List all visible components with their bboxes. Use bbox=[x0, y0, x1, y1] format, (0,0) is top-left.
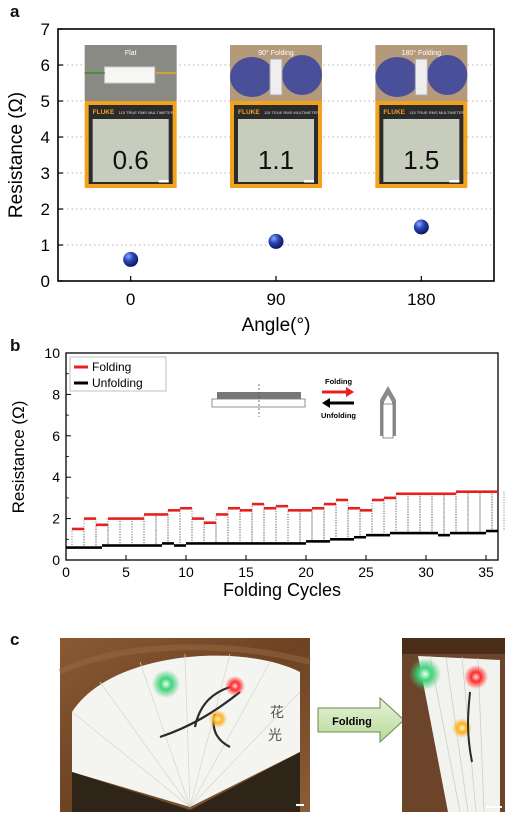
glove-right bbox=[427, 55, 468, 95]
chart-b-ylabel: Resistance (Ω) bbox=[9, 401, 28, 514]
chart-a-ytick-label: 6 bbox=[41, 56, 50, 75]
panel-c-letter: c bbox=[10, 630, 20, 649]
chart-b-ytick-label: 10 bbox=[44, 345, 60, 361]
scale-bar bbox=[304, 180, 314, 183]
schematic-flat-substrate bbox=[211, 398, 306, 408]
legend-folding-label: Folding bbox=[92, 360, 131, 374]
schematic-flat-strip bbox=[217, 392, 301, 399]
panel-b-letter: b bbox=[10, 336, 21, 355]
meter-brand: FLUKE bbox=[383, 109, 405, 116]
chart-b-xlabel: Folding Cycles bbox=[223, 580, 341, 600]
chart-b-ytick-label: 0 bbox=[52, 552, 60, 568]
chart-b-ytick-label: 6 bbox=[52, 428, 60, 444]
panel-a-letter: a bbox=[10, 2, 20, 21]
yellow-led bbox=[209, 710, 227, 728]
inset-caption: Flat bbox=[125, 50, 137, 57]
inset-photo-0: Flat FLUKE 115 TRUE RMS MULTIMETER 0.6 bbox=[84, 45, 177, 188]
chart-b-xtick-label: 0 bbox=[62, 564, 70, 580]
chart-b-xtick-label: 5 bbox=[122, 564, 130, 580]
chart-a-xtick-label: 90 bbox=[267, 290, 286, 309]
schematic-folded-substrate bbox=[382, 403, 394, 439]
lcd bbox=[383, 119, 460, 182]
chart-b-ytick-label: 8 bbox=[52, 386, 60, 402]
fan-paper bbox=[72, 655, 300, 807]
chart-a-ytick-label: 4 bbox=[41, 128, 50, 147]
folding-arrow-label: Folding bbox=[332, 716, 372, 728]
chart-a-xlabel: Angle(°) bbox=[242, 315, 311, 336]
lcd bbox=[92, 119, 169, 182]
chart-a-ytick-label: 1 bbox=[41, 236, 50, 255]
schematic-black-arrowhead bbox=[322, 398, 330, 408]
green-led bbox=[152, 670, 180, 698]
chart-b-xtick-label: 25 bbox=[358, 564, 374, 580]
schematic-folding-text: Folding bbox=[325, 377, 352, 386]
legend-unfolding-label: Unfolding bbox=[92, 376, 143, 390]
chart-a-xtick-label: 0 bbox=[126, 290, 135, 309]
chart-b-xtick-label: 35 bbox=[478, 564, 494, 580]
folded-sample bbox=[414, 58, 428, 96]
inset-caption: 90° Folding bbox=[258, 49, 294, 57]
folding-arrow: Folding bbox=[317, 696, 405, 744]
meter-model: 115 TRUE RMS MULTIMETER bbox=[119, 110, 174, 115]
inset-photo-1: 90° Folding FLUKE 115 TRUE RMS MULTIMETER 1… bbox=[230, 45, 322, 188]
chart-b-xtick-label: 10 bbox=[178, 564, 194, 580]
meter-model: 115 TRUE RMS MULTIMETER bbox=[409, 110, 464, 115]
folded-fan-photo bbox=[402, 638, 505, 813]
chart-a-ytick-label: 7 bbox=[41, 20, 50, 39]
scale-bar bbox=[158, 180, 169, 183]
chart-b-ytick-label: 2 bbox=[52, 511, 60, 527]
lcd-reading: 1.1 bbox=[258, 145, 294, 175]
glove-right bbox=[282, 55, 322, 95]
chart-b-xtick-label: 20 bbox=[298, 564, 314, 580]
folding-schematic: Folding Unfolding bbox=[211, 377, 396, 439]
folded-green-led bbox=[409, 658, 441, 690]
schematic-unfolding-text: Unfolding bbox=[321, 411, 356, 420]
chart-b-ytick-label: 4 bbox=[52, 469, 60, 485]
glove-left bbox=[375, 57, 420, 97]
chart-a-point bbox=[268, 233, 284, 249]
chart-a-point bbox=[123, 251, 139, 267]
glove-left bbox=[230, 57, 274, 97]
red-led bbox=[225, 676, 245, 696]
chart-a-ytick-label: 5 bbox=[41, 92, 50, 111]
chart-b-legend: Folding Unfolding bbox=[69, 356, 167, 392]
schematic-red-arrowhead bbox=[346, 387, 354, 397]
folded-red-led bbox=[464, 665, 488, 689]
chart-a-xtick-label: 180 bbox=[407, 290, 435, 309]
svg-text:花: 花 bbox=[270, 704, 284, 720]
sample-strip bbox=[104, 66, 156, 84]
scale-bar-right bbox=[486, 806, 502, 808]
lcd-reading: 0.6 bbox=[113, 145, 149, 175]
chart-a-ylabel: Resistance (Ω) bbox=[6, 92, 27, 218]
meter-model: 115 TRUE RMS MULTIMETER bbox=[264, 110, 319, 115]
chart-b-xtick-label: 30 bbox=[418, 564, 434, 580]
inset-photo-2: 180° Folding FLUKE 115 TRUE RMS MULTIMETER… bbox=[375, 45, 468, 188]
scale-bar bbox=[449, 180, 460, 183]
chart-b: 0 2 4 6 8 10 0 5 10 15 20 25 30 35 Resistance (Ω) Fo… bbox=[9, 345, 505, 600]
lcd bbox=[238, 119, 314, 182]
chart-a-ytick-label: 3 bbox=[41, 164, 50, 183]
chart-a-ytick-label: 0 bbox=[41, 272, 50, 291]
lcd-reading: 1.5 bbox=[403, 145, 439, 175]
chart-b-xtick-label: 15 bbox=[238, 564, 254, 580]
panel-c-photos: 花 光 Folding bbox=[58, 638, 505, 813]
chart-a-ytick-label: 2 bbox=[41, 200, 50, 219]
meter-brand: FLUKE bbox=[93, 109, 115, 116]
chart-a-point bbox=[413, 219, 429, 235]
scale-bar-left bbox=[296, 804, 304, 806]
svg-text:光: 光 bbox=[268, 727, 282, 743]
folded-sample bbox=[269, 58, 283, 96]
meter-brand: FLUKE bbox=[238, 109, 260, 116]
open-fan-photo: 花 光 bbox=[58, 638, 311, 812]
fan-ribs bbox=[72, 752, 300, 812]
inset-caption: 180° Folding bbox=[402, 49, 441, 57]
